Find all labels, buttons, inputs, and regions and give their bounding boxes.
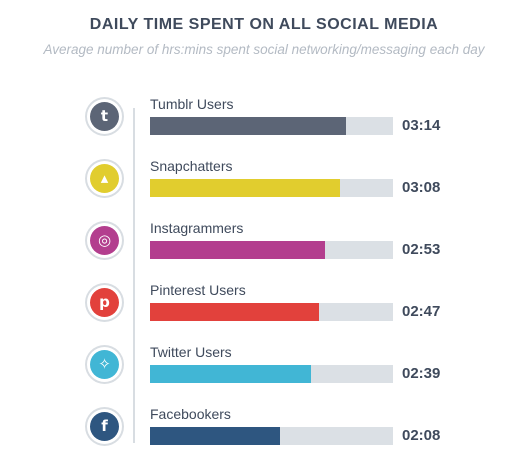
bar-track bbox=[150, 365, 393, 383]
bar-label: Facebookers bbox=[150, 406, 231, 422]
snapchat-icon: ▴ bbox=[90, 164, 119, 193]
bar-value-label: 03:14 bbox=[402, 117, 441, 134]
tumblr-icon: t bbox=[90, 102, 119, 131]
bar-fill bbox=[150, 427, 280, 445]
bar-label: Instagrammers bbox=[150, 220, 244, 236]
bar-fill bbox=[150, 179, 340, 197]
facebook-icon: f bbox=[90, 412, 119, 441]
bar-row: p Pinterest Users 02:47 bbox=[0, 282, 528, 322]
chart-subtitle: Average number of hrs:mins spent social … bbox=[43, 42, 485, 57]
bar-value-label: 02:08 bbox=[402, 427, 441, 444]
chart-title: DAILY TIME SPENT ON ALL SOCIAL MEDIA bbox=[89, 16, 439, 33]
bar-track bbox=[150, 117, 393, 135]
bar-label: Pinterest Users bbox=[150, 282, 246, 298]
bar-label: Snapchatters bbox=[150, 158, 233, 174]
bar-row: ▴ Snapchatters 03:08 bbox=[0, 158, 528, 198]
bar-label: Twitter Users bbox=[150, 344, 232, 360]
timeline-line bbox=[133, 108, 135, 443]
instagram-icon: ◎ bbox=[90, 226, 119, 255]
bar-track bbox=[150, 427, 393, 445]
bar-track bbox=[150, 241, 393, 259]
bar-fill bbox=[150, 365, 311, 383]
pinterest-icon: p bbox=[90, 288, 119, 317]
bar-fill bbox=[150, 117, 346, 135]
twitter-icon: ✧ bbox=[90, 350, 119, 379]
bar-label: Tumblr Users bbox=[150, 96, 234, 112]
bar-row: f Facebookers 02:08 bbox=[0, 406, 528, 446]
bar-fill bbox=[150, 241, 325, 259]
bar-track bbox=[150, 179, 393, 197]
bar-track bbox=[150, 303, 393, 321]
bar-row: ◎ Instagrammers 02:53 bbox=[0, 220, 528, 260]
bar-value-label: 02:47 bbox=[402, 303, 441, 320]
bar-value-label: 03:08 bbox=[402, 179, 441, 196]
bar-fill bbox=[150, 303, 319, 321]
bar-row: ✧ Twitter Users 02:39 bbox=[0, 344, 528, 384]
bar-value-label: 02:39 bbox=[402, 365, 441, 382]
bar-value-label: 02:53 bbox=[402, 241, 441, 258]
bar-row: t Tumblr Users 03:14 bbox=[0, 96, 528, 136]
